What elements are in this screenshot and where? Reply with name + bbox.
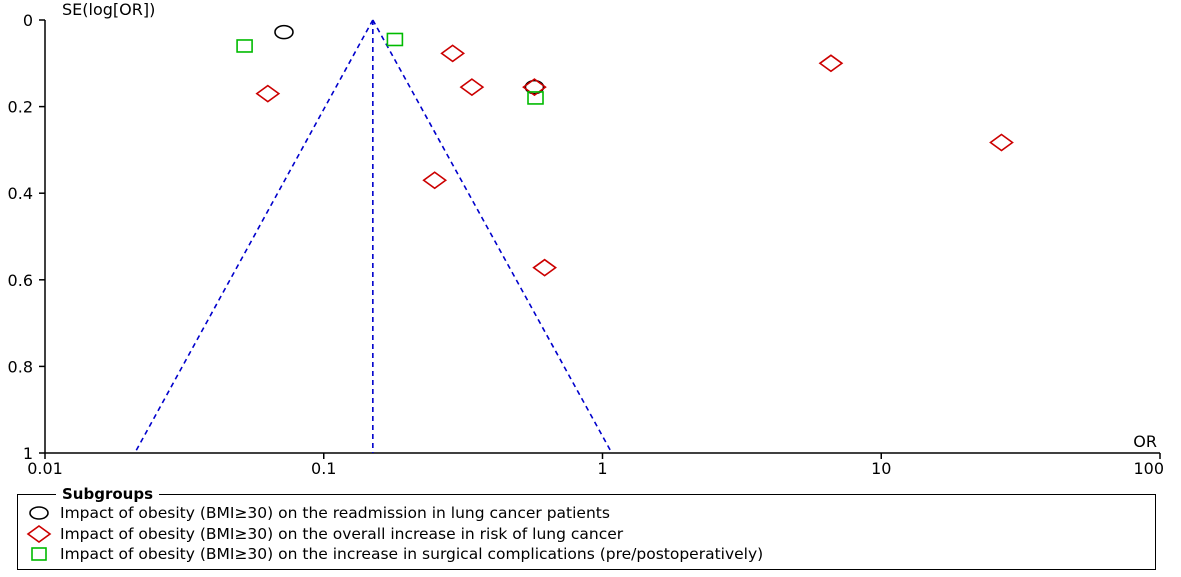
x-tick-label: 0.1 (311, 459, 336, 478)
y-tick-label: 0.4 (8, 184, 33, 203)
x-tick-label: 100 (1133, 459, 1164, 478)
funnel-right-line (372, 19, 613, 454)
data-point-diamond (522, 78, 547, 97)
data-point-diamond (989, 133, 1014, 152)
legend-item-readmission: Impact of obesity (BMI≥30) on the readmi… (26, 503, 610, 523)
funnel-left-line (134, 19, 374, 454)
funnel-lines (134, 19, 613, 454)
y-tick-label: 1 (23, 444, 33, 463)
data-point-diamond (459, 78, 485, 97)
circle-marker-icon (29, 506, 49, 520)
legend-box (17, 494, 1156, 570)
y-axis-title: SE(log[OR]) (62, 0, 155, 19)
data-point-diamond (422, 171, 448, 190)
y-tick-label: 0.8 (8, 357, 33, 376)
legend-title: Subgroups (56, 485, 160, 503)
data-point-diamond (532, 258, 557, 277)
y-tick-label: 0.2 (8, 98, 33, 117)
x-tick-label: 10 (871, 459, 891, 478)
legend-item-overall-risk: Impact of obesity (BMI≥30) on the overal… (26, 524, 623, 544)
data-point-diamond (255, 84, 281, 103)
data-point-diamond (818, 54, 844, 73)
diamond-marker-icon (26, 525, 52, 543)
funnel-plot-chart: 00.20.40.60.810.01 0.1 1 10 100 SE(log[OR]) … (8, 0, 1164, 478)
square-marker-icon (31, 547, 47, 561)
data-point-circle (274, 24, 294, 40)
data-point-square (527, 91, 544, 105)
data-point-circle (524, 79, 545, 95)
y-tick-label: 0 (23, 11, 33, 30)
x-tick-label: 1 (597, 459, 607, 478)
x-axis-title: OR (1133, 432, 1157, 451)
x-tick-label: 0.01 (27, 459, 63, 478)
data-point-diamond (440, 44, 466, 63)
legend-label-readmission: Impact of obesity (BMI≥30) on the readmi… (60, 504, 610, 522)
y-tick-label: 0.6 (8, 271, 33, 290)
data-points (236, 24, 1014, 277)
legend-label-overall-risk: Impact of obesity (BMI≥30) on the overal… (60, 525, 624, 543)
data-point-square (386, 32, 404, 47)
axes: 00.20.40.60.810.01 0.1 1 10 100 (8, 11, 1164, 478)
data-point-square (236, 39, 253, 53)
legend-item-surgical-complications: Impact of obesity (BMI≥30) on the increa… (26, 544, 763, 564)
legend-label-surgical-complications: Impact of obesity (BMI≥30) on the increa… (60, 545, 764, 563)
